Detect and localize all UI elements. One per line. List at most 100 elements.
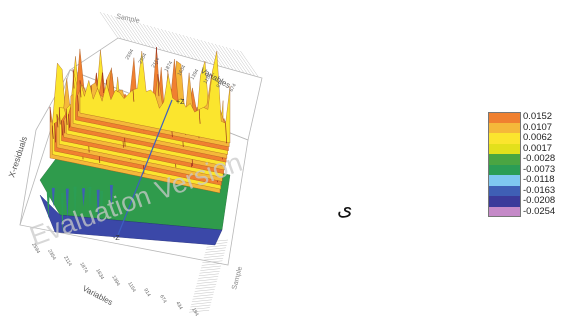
tick-line bbox=[199, 270, 220, 274]
negative-spike bbox=[88, 186, 92, 211]
samples-axis-top-label: Sample bbox=[116, 13, 141, 25]
samples-axis-right-label: Sample bbox=[231, 266, 244, 291]
tick-line bbox=[198, 276, 219, 279]
negative-spike bbox=[51, 187, 55, 207]
legend-swatch bbox=[488, 175, 521, 186]
variable-tick-label: 2594 bbox=[30, 242, 41, 255]
variable-tick-label-back: 2354 bbox=[138, 52, 149, 65]
surface-spike bbox=[58, 107, 61, 125]
variable-tick-label: 434 bbox=[174, 301, 183, 311]
tick-line bbox=[197, 278, 218, 282]
tick-line bbox=[157, 27, 176, 55]
negative-spike bbox=[60, 193, 64, 233]
legend-entry: 0.0062 bbox=[488, 132, 564, 144]
variable-tick-label-back: 1154 bbox=[203, 72, 214, 85]
legend-swatch bbox=[488, 164, 521, 175]
variable-tick-label: 1394 bbox=[110, 275, 121, 288]
tick-line bbox=[190, 304, 211, 308]
surface-mesh bbox=[39, 47, 231, 246]
tick-line bbox=[146, 24, 166, 52]
legend-label: -0.0073 bbox=[523, 163, 556, 175]
legend-swatch bbox=[488, 143, 521, 154]
tick-line bbox=[236, 49, 256, 77]
tick-line bbox=[203, 257, 224, 261]
legend-label: 0.0107 bbox=[523, 121, 553, 133]
legend-swatch bbox=[488, 154, 521, 165]
surface-spike bbox=[79, 80, 82, 98]
tick-line bbox=[196, 283, 217, 287]
tick-line bbox=[182, 34, 202, 62]
tick-line bbox=[189, 307, 210, 310]
legend-label: 0.0062 bbox=[523, 132, 553, 143]
legend-label: -0.0163 bbox=[523, 184, 556, 196]
variable-tick-label-back: 1394 bbox=[190, 68, 201, 81]
variable-tick-label: 1874 bbox=[78, 262, 89, 275]
surface-plot: +Z -Z X-residuals Variables Variables Sa… bbox=[6, 11, 263, 317]
z-axis-negative-label: -Z bbox=[113, 235, 120, 242]
tick-line bbox=[214, 43, 234, 71]
tick-line bbox=[196, 38, 216, 66]
tick-line bbox=[106, 13, 126, 41]
tick-line bbox=[168, 30, 187, 58]
tick-line bbox=[222, 45, 241, 73]
tick-line bbox=[124, 18, 144, 46]
tick-line bbox=[200, 265, 222, 269]
legend-entry: -0.0163 bbox=[488, 184, 564, 196]
tick-line bbox=[211, 42, 230, 70]
legend-entry: 0.0152 bbox=[488, 111, 564, 123]
tick-line bbox=[186, 35, 205, 63]
variable-tick-label: 674 bbox=[158, 294, 167, 304]
tick-line bbox=[164, 29, 184, 57]
tick-line bbox=[139, 22, 158, 50]
surface-spike bbox=[132, 89, 135, 102]
tick-line bbox=[229, 47, 248, 75]
tick-line bbox=[191, 299, 212, 303]
tick-line bbox=[117, 16, 137, 44]
tick-line bbox=[142, 23, 162, 51]
negative-spike bbox=[96, 189, 100, 228]
variable-tick-label: 914 bbox=[142, 288, 151, 298]
surface-spike bbox=[49, 106, 52, 123]
surface-underside bbox=[39, 194, 223, 246]
surface-spike bbox=[52, 125, 54, 139]
tick-line bbox=[175, 32, 194, 60]
tick-line bbox=[232, 48, 252, 76]
tick-line bbox=[150, 25, 169, 53]
variable-tick-label: 2354 bbox=[46, 249, 57, 262]
legend-label: -0.0028 bbox=[523, 153, 556, 164]
legend-label: -0.0118 bbox=[523, 174, 555, 185]
tick-line bbox=[135, 21, 155, 49]
tick-line bbox=[200, 268, 221, 271]
tick-line bbox=[206, 244, 227, 248]
tick-line bbox=[195, 286, 216, 290]
surface-spike bbox=[56, 114, 59, 128]
tick-line bbox=[160, 28, 180, 56]
legend-entry: 0.0017 bbox=[488, 143, 564, 154]
negative-spike bbox=[73, 186, 77, 223]
tick-line bbox=[198, 273, 219, 277]
negative-spike bbox=[109, 185, 113, 211]
surface-spike bbox=[225, 123, 227, 144]
legend-entry: -0.0254 bbox=[488, 205, 564, 217]
surface-spike bbox=[77, 95, 79, 112]
variable-tick-label-back: 914 bbox=[216, 79, 225, 89]
surface-row bbox=[79, 50, 231, 144]
surface-spike bbox=[95, 72, 98, 87]
tick-line bbox=[205, 250, 226, 253]
tick-line bbox=[218, 44, 238, 72]
legend-entry: -0.0118 bbox=[488, 174, 564, 186]
tick-line bbox=[202, 260, 223, 264]
tick-line bbox=[128, 19, 148, 47]
tick-line bbox=[132, 20, 151, 48]
tick-line bbox=[153, 26, 173, 54]
tick-line bbox=[194, 289, 215, 292]
tick-line bbox=[189, 309, 210, 313]
variable-tick-label: 1154 bbox=[126, 281, 137, 294]
axis-ticks bbox=[99, 11, 259, 313]
legend-label: -0.0254 bbox=[523, 205, 556, 217]
legend-label: 0.0152 bbox=[523, 111, 553, 122]
color-legend: 0.0152 0.0107 0.0062 0.0017 -0.0028 -0.0073 -0… bbox=[488, 111, 564, 217]
variable-tick-label-back: 2114 bbox=[151, 56, 162, 69]
tick-line bbox=[201, 263, 222, 266]
